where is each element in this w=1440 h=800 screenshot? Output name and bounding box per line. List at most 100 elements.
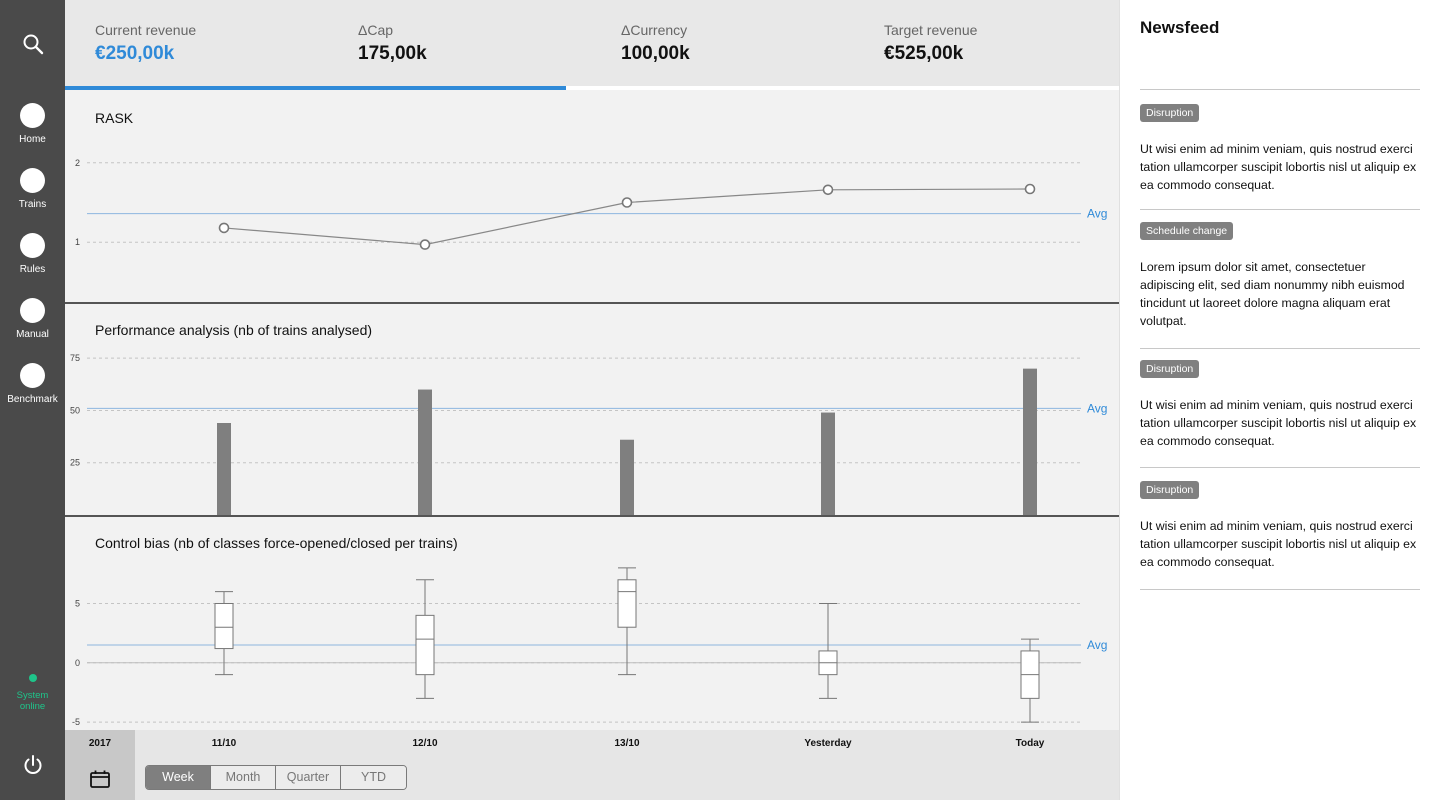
calendar-icon (90, 770, 110, 788)
y-tick-label: 25 (70, 458, 80, 468)
y-tick-label: 5 (75, 599, 80, 609)
box-body (214, 603, 234, 650)
period-controls: Week Month Quarter YTD (65, 758, 1119, 800)
kpi-label: ΔCurrency (621, 22, 688, 38)
period-quarter[interactable]: Quarter (276, 766, 341, 789)
sidebar-item-trains[interactable]: Trains (0, 154, 65, 219)
sidebar: Home Trains Rules Manual Benchmark Syste… (0, 0, 65, 800)
revenue-progress-track (65, 86, 1119, 90)
y-tick-label: 0 (75, 658, 80, 668)
kpi-label: Current revenue (95, 22, 197, 38)
chart-title: Performance analysis (nb of trains analy… (95, 322, 373, 338)
x-axis-label: 13/10 (614, 738, 640, 749)
x-axis-label: 11/10 (211, 738, 237, 749)
sidebar-item-label: Trains (18, 199, 47, 210)
kpi-delta-currency: ΔCurrency 100,00k (621, 22, 690, 65)
period-ytd[interactable]: YTD (341, 766, 406, 789)
avg-label: Avg (1087, 207, 1107, 221)
sidebar-item-label: Home (19, 134, 46, 145)
period-toggle-group: Week Month Quarter YTD (145, 765, 407, 790)
newsfeed-divider (1140, 589, 1420, 590)
system-status: System online (0, 674, 65, 712)
performance-chart: 25 50 75 Avg (70, 353, 1107, 515)
period-week[interactable]: Week (146, 766, 211, 789)
newsfeed-title: Newsfeed (1140, 18, 1220, 37)
kpi-target-revenue: Target revenue €525,00k (884, 22, 977, 65)
sidebar-item-label: Rules (19, 264, 46, 275)
rules-icon (20, 233, 45, 258)
rask-point (218, 222, 230, 234)
power-button[interactable] (0, 740, 65, 790)
y-tick-label: -5 (72, 717, 80, 727)
news-tag: Schedule change (1140, 222, 1234, 240)
x-axis-label: 12/10 (412, 738, 438, 749)
sidebar-item-manual[interactable]: Manual (0, 284, 65, 349)
rask-panel: RASK 1 2 Avg (65, 90, 1119, 302)
kpi-label: ΔCap (358, 22, 394, 38)
performance-bar (418, 389, 432, 515)
news-text: Ut wisi enim ad minim veniam, quis nostr… (1140, 398, 1417, 448)
performance-bar (620, 439, 634, 515)
panel-divider (65, 515, 1119, 517)
news-text: Ut wisi enim ad minim veniam, quis nostr… (1140, 142, 1417, 192)
news-text: Lorem ipsum dolor sit amet, consectetuer… (1140, 260, 1405, 328)
newsfeed-divider (1140, 89, 1420, 90)
performance-bar (1023, 368, 1037, 515)
kpi-value: €525,00k (884, 43, 964, 64)
sidebar-item-rules[interactable]: Rules (0, 219, 65, 284)
box-body (415, 614, 435, 676)
x-axis-label: Yesterday (804, 738, 852, 749)
sidebar-item-home[interactable]: Home (0, 89, 65, 154)
sidebar-item-label: Manual (16, 329, 49, 340)
chart-title: Control bias (nb of classes force-opened… (95, 535, 458, 551)
search-button[interactable] (0, 0, 65, 88)
status-text-line1: System (16, 690, 49, 701)
performance-bar (217, 423, 231, 515)
period-month[interactable]: Month (211, 766, 276, 789)
news-tag: Disruption (1140, 481, 1200, 499)
avg-label: Avg (1087, 638, 1107, 652)
newsfeed-divider (1140, 467, 1420, 468)
x-axis-label: Today (1015, 738, 1045, 749)
news-text: Ut wisi enim ad minim veniam, quis nostr… (1140, 519, 1417, 569)
status-dot-icon (28, 674, 37, 682)
performance-bar (821, 412, 835, 515)
calendar-button[interactable] (65, 758, 135, 800)
home-icon (20, 103, 45, 128)
newsfeed-divider (1140, 348, 1420, 349)
panel-divider (65, 302, 1119, 304)
rask-point (621, 197, 633, 208)
year-label: 2017 (65, 730, 135, 758)
newsfeed-panel: Newsfeed Disruption Ut wisi enim ad mini… (1119, 0, 1440, 800)
y-tick-label: 2 (75, 158, 80, 168)
kpi-current-revenue: Current revenue €250,00k (95, 22, 196, 65)
rask-chart: 1 2 Avg (75, 158, 1107, 250)
rask-point (1024, 183, 1036, 195)
news-tag: Disruption (1140, 104, 1200, 122)
sidebar-item-label: Benchmark (7, 394, 58, 405)
avg-label: Avg (1087, 401, 1107, 415)
performance-panel: Performance analysis (nb of trains analy… (65, 304, 1119, 515)
kpi-label: Target revenue (884, 22, 978, 38)
benchmark-icon (20, 363, 45, 388)
box-body (617, 579, 637, 628)
power-icon (24, 755, 41, 774)
kpi-value: 175,00k (358, 43, 427, 64)
kpi-value: €250,00k (95, 43, 175, 64)
sidebar-item-benchmark[interactable]: Benchmark (0, 349, 65, 414)
kpi-header: Current revenue €250,00k ΔCap 175,00k ΔC… (65, 0, 1119, 90)
y-tick-label: 50 (70, 405, 80, 415)
manual-icon (20, 298, 45, 323)
x-axis-strip: 2017 11/10 12/10 13/10 Yesterday Today (65, 730, 1119, 758)
kpi-value: 100,00k (621, 43, 690, 64)
newsfeed-divider (1140, 209, 1420, 210)
y-tick-label: 75 (70, 353, 80, 363)
rask-point (822, 184, 834, 196)
search-icon (23, 34, 43, 55)
kpi-delta-cap: ΔCap 175,00k (358, 22, 427, 65)
control-bias-panel: Control bias (nb of classes force-opened… (65, 517, 1119, 730)
rask-point (419, 239, 431, 250)
news-tag: Disruption (1140, 360, 1200, 378)
control-bias-chart: -5 0 5 Avg (72, 567, 1107, 727)
status-text-line2: online (19, 701, 46, 712)
